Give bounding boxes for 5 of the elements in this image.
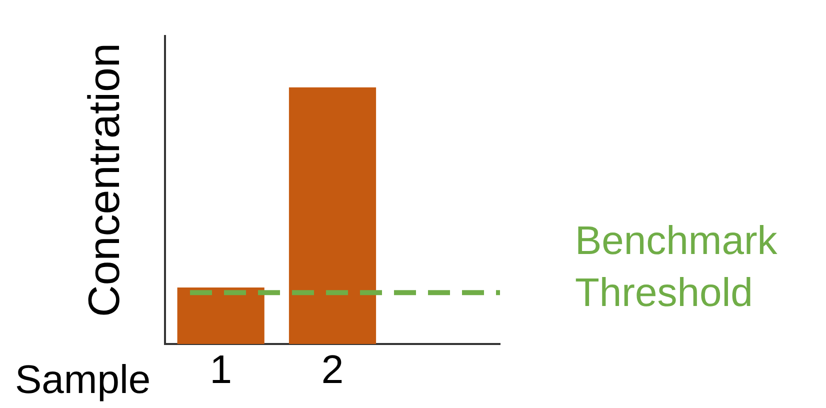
x-tick-label: 1 xyxy=(210,348,232,392)
y-axis-title: Concentration xyxy=(80,43,130,317)
x-tick-label: 2 xyxy=(321,348,344,392)
x-axis-title: Sample xyxy=(15,358,151,403)
ref-line-label: Benchmark Threshold xyxy=(575,218,778,317)
